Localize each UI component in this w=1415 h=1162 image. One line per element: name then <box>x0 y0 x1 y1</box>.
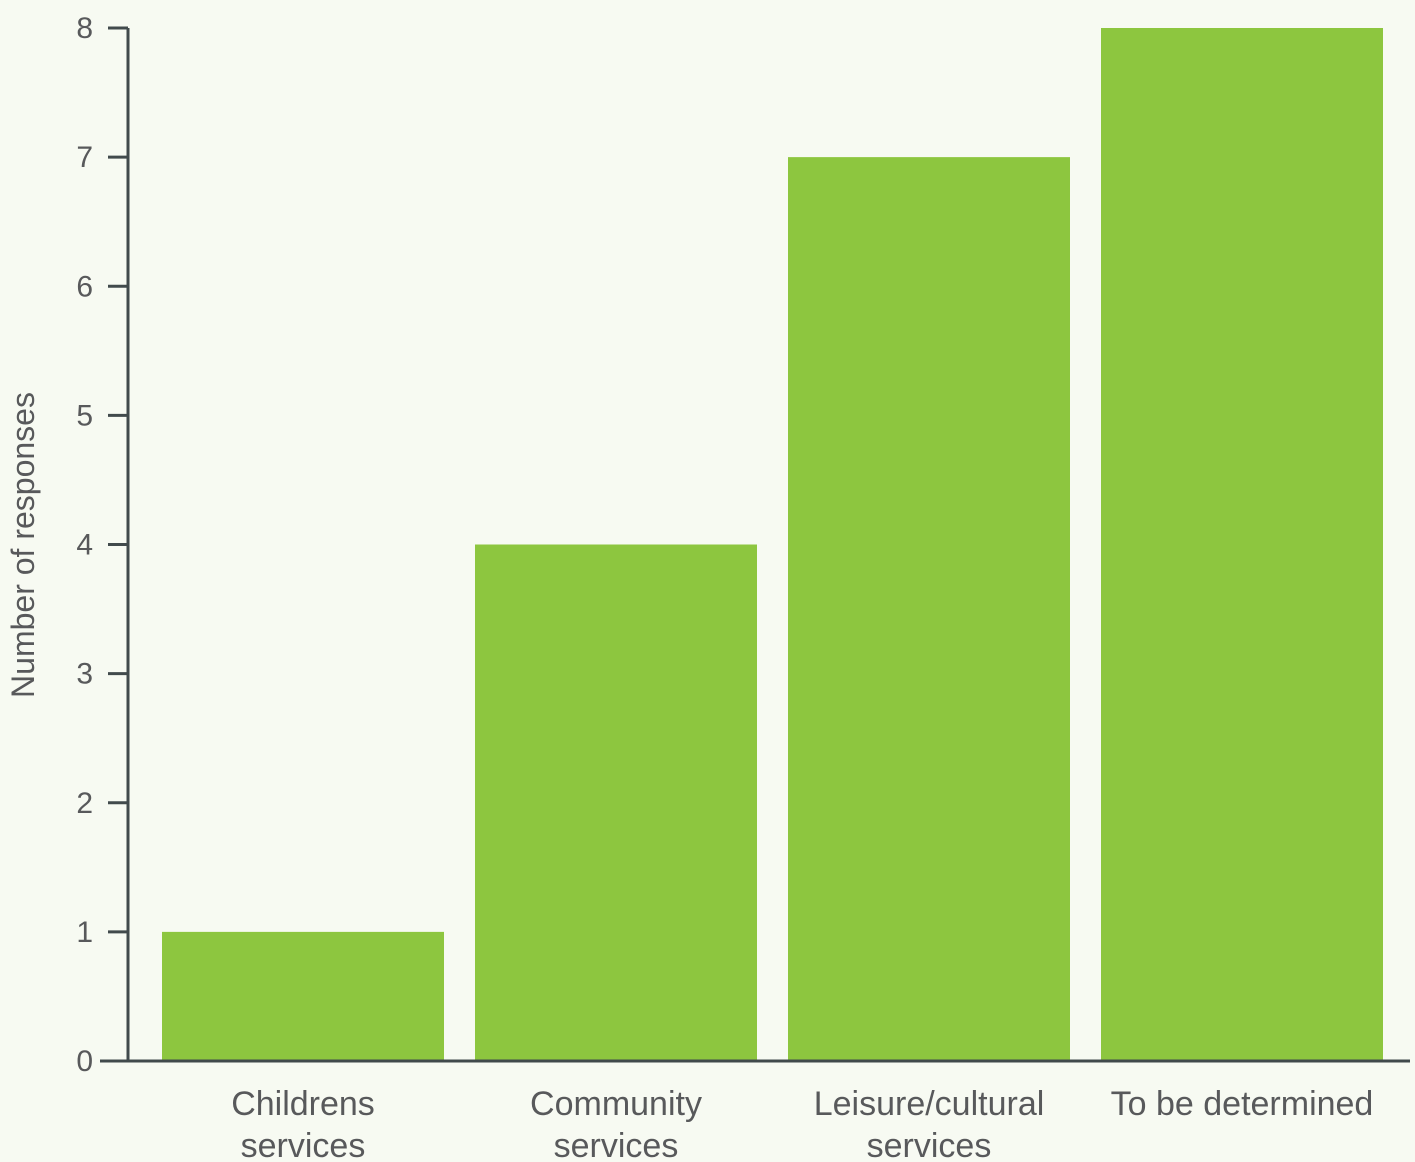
y-tick-label: 4 <box>76 529 93 562</box>
bar <box>1101 28 1383 1061</box>
y-tick-label: 8 <box>76 12 93 45</box>
y-tick-label: 2 <box>76 787 93 820</box>
y-tick-label: 3 <box>76 658 93 691</box>
x-tick-label: Leisure/cultural <box>814 1085 1045 1123</box>
x-tick-label: Community <box>530 1085 702 1123</box>
x-tick-label: services <box>867 1127 992 1162</box>
y-tick-label: 6 <box>76 270 93 303</box>
y-axis: 0 1 2 3 4 5 6 7 8 <box>76 12 130 1078</box>
y-axis-title: Number of responses <box>5 392 41 698</box>
x-tick-label: services <box>554 1127 679 1162</box>
bar <box>788 157 1070 1061</box>
y-tick-label: 0 <box>76 1045 93 1078</box>
x-tick-label: services <box>241 1127 366 1162</box>
bar <box>162 931 444 1061</box>
y-tick-label: 5 <box>76 399 93 432</box>
x-tick-label: Childrens <box>231 1085 375 1123</box>
x-tick-label: To be determined <box>1111 1085 1374 1123</box>
bar <box>475 544 757 1061</box>
bars-group <box>162 28 1383 1061</box>
x-axis: Childrens services Community services Leisur… <box>100 1059 1410 1162</box>
y-tick-label: 1 <box>76 916 93 949</box>
y-tick-label: 7 <box>76 141 93 174</box>
